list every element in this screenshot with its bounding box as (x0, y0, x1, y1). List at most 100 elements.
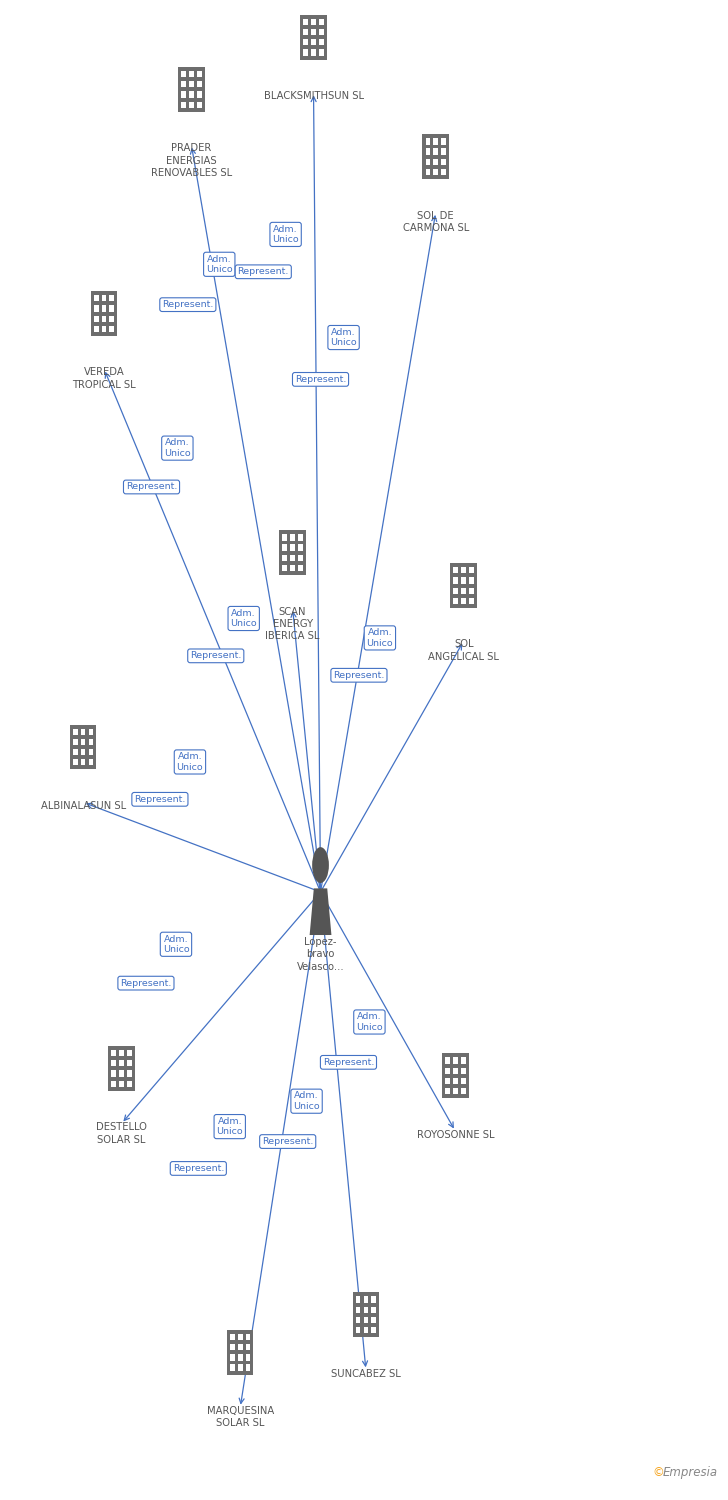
Bar (304, 50, 308, 55)
Text: ALBINALASUN SL: ALBINALASUN SL (41, 801, 126, 812)
Bar (119, 1050, 124, 1056)
Bar (445, 1088, 450, 1095)
Bar (319, 28, 324, 34)
Bar (230, 1344, 234, 1350)
Bar (371, 1306, 376, 1312)
Bar (94, 326, 98, 332)
Bar (356, 1306, 360, 1312)
Text: Represent.: Represent. (134, 795, 186, 804)
Bar (89, 748, 93, 756)
Bar (245, 1354, 250, 1360)
Text: Represent.: Represent. (190, 651, 242, 660)
Bar (230, 1354, 234, 1360)
Bar (197, 102, 202, 108)
Bar (119, 1071, 124, 1077)
Bar (282, 534, 287, 540)
Bar (178, 68, 205, 112)
Bar (108, 1046, 135, 1090)
Bar (181, 92, 186, 98)
Bar (81, 740, 85, 746)
Bar (363, 1306, 368, 1312)
Bar (91, 291, 117, 336)
Bar (445, 1058, 450, 1064)
Text: Adm.
Unico: Adm. Unico (293, 1092, 320, 1112)
Text: Lopez-
bravo
Velasco...: Lopez- bravo Velasco... (297, 938, 344, 972)
Bar (422, 135, 449, 178)
Text: BLACKSMITHSUN SL: BLACKSMITHSUN SL (264, 92, 363, 100)
Bar (119, 1060, 124, 1066)
Bar (238, 1344, 242, 1350)
Bar (441, 138, 446, 144)
Bar (304, 39, 308, 45)
Bar (426, 159, 430, 165)
Text: SCAN
ENERGY
IBERICA SL: SCAN ENERGY IBERICA SL (266, 606, 320, 642)
Bar (81, 729, 85, 735)
Text: SUNCABEZ SL: SUNCABEZ SL (331, 1368, 401, 1378)
Bar (127, 1071, 132, 1077)
Bar (102, 296, 106, 302)
Text: ©: © (652, 1467, 664, 1479)
Bar (453, 1078, 458, 1084)
Bar (181, 70, 186, 78)
Text: Adm.
Unico: Adm. Unico (164, 438, 191, 458)
Bar (445, 1068, 450, 1074)
Bar (433, 170, 438, 176)
Bar (352, 1293, 379, 1338)
Text: Adm.
Unico: Adm. Unico (216, 1118, 243, 1137)
Bar (290, 544, 295, 550)
Bar (89, 740, 93, 746)
Bar (298, 544, 303, 550)
Bar (280, 531, 306, 574)
Bar (433, 148, 438, 154)
Bar (371, 1328, 376, 1334)
Text: Adm.
Unico: Adm. Unico (206, 255, 232, 274)
Bar (454, 567, 458, 573)
Bar (311, 28, 316, 34)
Bar (189, 102, 194, 108)
Bar (356, 1328, 360, 1334)
Bar (197, 70, 202, 78)
Bar (363, 1328, 368, 1334)
Bar (298, 555, 303, 561)
Bar (81, 759, 85, 765)
Bar (300, 15, 327, 60)
Bar (245, 1334, 250, 1340)
Bar (109, 326, 114, 332)
Bar (441, 148, 446, 154)
Bar (442, 1053, 469, 1098)
Text: Represent.: Represent. (323, 1058, 374, 1066)
Text: Adm.
Unico: Adm. Unico (230, 609, 257, 628)
Text: Adm.
Unico: Adm. Unico (367, 628, 393, 648)
Bar (304, 28, 308, 34)
Text: VEREDA
TROPICAL SL: VEREDA TROPICAL SL (72, 368, 136, 390)
Bar (462, 578, 466, 584)
Bar (462, 588, 466, 594)
Text: Adm.
Unico: Adm. Unico (331, 328, 357, 346)
Bar (127, 1060, 132, 1066)
Bar (311, 39, 316, 45)
Polygon shape (309, 888, 331, 934)
Bar (189, 81, 194, 87)
Bar (319, 18, 324, 26)
Bar (94, 315, 98, 322)
Bar (102, 306, 106, 312)
Bar (454, 588, 458, 594)
Bar (441, 159, 446, 165)
Bar (197, 92, 202, 98)
Bar (73, 740, 78, 746)
Bar (238, 1365, 242, 1371)
Bar (73, 729, 78, 735)
Bar (298, 566, 303, 572)
Bar (290, 555, 295, 561)
Bar (290, 566, 295, 572)
Bar (102, 326, 106, 332)
Bar (282, 566, 287, 572)
Bar (282, 555, 287, 561)
Bar (319, 50, 324, 55)
Bar (469, 567, 474, 573)
Bar (461, 1058, 465, 1064)
Bar (371, 1296, 376, 1302)
Text: Adm.
Unico: Adm. Unico (356, 1013, 383, 1032)
Bar (119, 1080, 124, 1088)
Text: Represent.: Represent. (173, 1164, 224, 1173)
